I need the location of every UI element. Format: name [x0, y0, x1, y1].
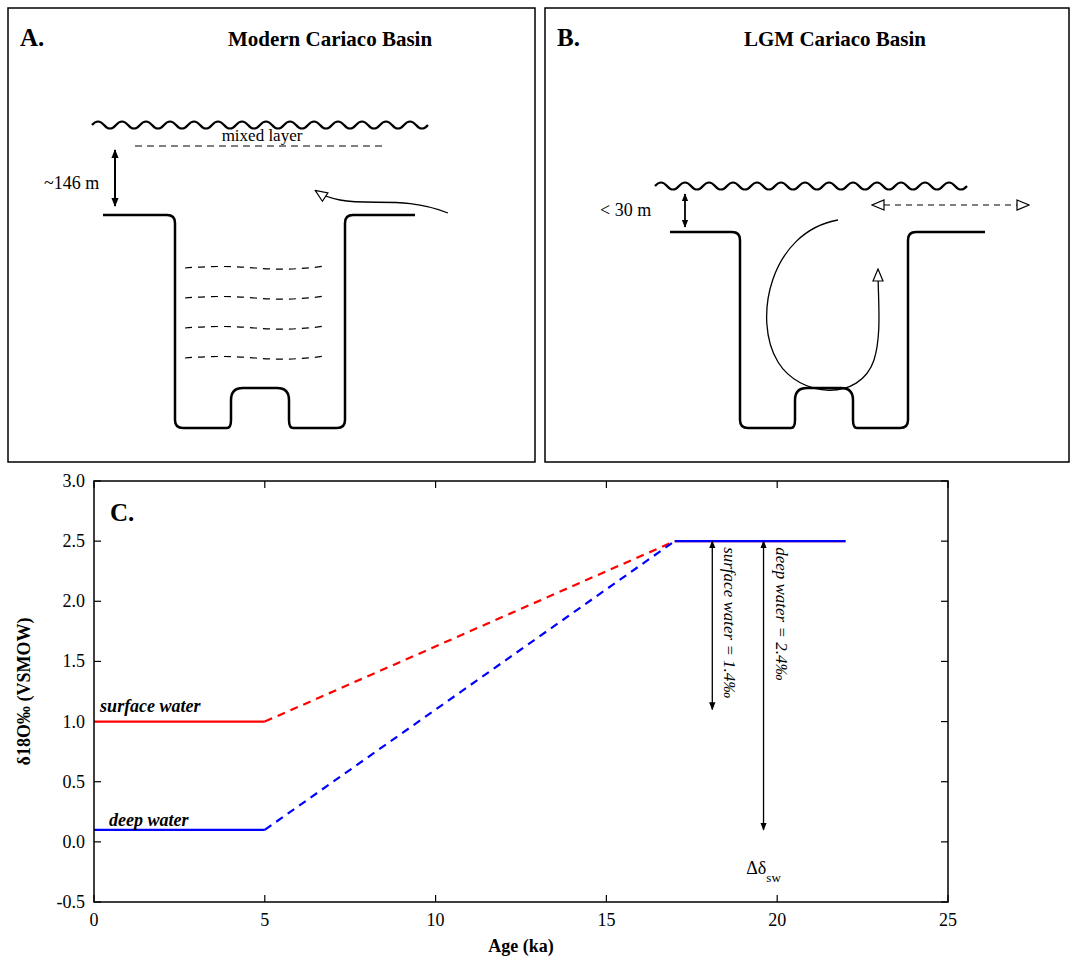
x-tick — [777, 481, 778, 488]
x-tick — [606, 895, 607, 902]
y-tick — [941, 661, 948, 662]
x-tick — [264, 895, 265, 902]
series-line — [265, 541, 675, 721]
y-tick-label: 0.0 — [63, 832, 86, 852]
x-tick-label: 25 — [939, 910, 957, 930]
exchange-arrow — [873, 204, 1028, 205]
x-tick — [435, 895, 436, 902]
y-tick-label: 3.0 — [63, 471, 86, 491]
overturning-arrow — [767, 220, 879, 390]
x-tick — [777, 895, 778, 902]
series-label: deep water — [109, 810, 189, 830]
y-tick-label: 1.0 — [63, 712, 86, 732]
delta-symbol: Δδ — [746, 858, 766, 878]
y-tick-label: 2.5 — [63, 531, 86, 551]
panel-frame — [545, 8, 1069, 462]
y-tick-label: -0.5 — [57, 892, 86, 912]
y-tick — [941, 601, 948, 602]
panel-a: A. Modern Cariaco Basin mixed layer ~146 m — [8, 8, 535, 462]
series-line — [675, 540, 846, 542]
series-line — [94, 720, 265, 722]
difference-label: deep water = 2.4‰ — [772, 547, 791, 680]
x-tick-label: 5 — [260, 910, 269, 930]
series-group — [94, 541, 846, 830]
y-tick — [94, 841, 101, 842]
stratification-line — [185, 356, 325, 359]
panel-title: Modern Cariaco Basin — [228, 27, 432, 51]
difference-arrow — [712, 541, 713, 709]
panel-letter: B. — [557, 24, 580, 51]
panel-c: 0 5 10 15 20 25 -0.5 0.0 0.5 1.0 1.5 2.0 2.5 3.0 Age (… — [14, 471, 957, 957]
y-tick — [94, 661, 101, 662]
series-line — [675, 540, 846, 542]
y-tick — [941, 781, 948, 782]
y-tick-label: 1.5 — [63, 651, 86, 671]
basin-outline — [103, 215, 415, 428]
x-tick-label: 20 — [768, 910, 786, 930]
difference-arrow — [763, 541, 764, 830]
plot-frame — [94, 481, 948, 902]
depth-label: ~146 m — [44, 173, 99, 193]
figure: A. Modern Cariaco Basin mixed layer ~146 m B… — [0, 0, 1077, 961]
series-line — [265, 541, 675, 830]
x-tick — [435, 481, 436, 488]
y-tick-label: 2.0 — [63, 591, 86, 611]
y-tick — [941, 841, 948, 842]
depth-arrow — [684, 194, 686, 227]
y-tick — [941, 541, 948, 542]
depth-label: < 30 m — [600, 200, 651, 220]
delta-label: Δδsw — [746, 858, 781, 885]
delta-subscript: sw — [766, 870, 781, 885]
stratification-line — [185, 266, 325, 269]
panel-letter: C. — [110, 499, 134, 526]
depth-arrow — [114, 150, 116, 206]
panel-b: B. LGM Cariaco Basin < 30 m — [545, 8, 1069, 462]
stratification-line — [185, 326, 325, 329]
y-tick-label: 0.5 — [63, 772, 86, 792]
y-tick — [94, 601, 101, 602]
mixed-layer-line — [135, 145, 385, 146]
series-label: surface water — [99, 696, 201, 716]
x-tick-label: 15 — [597, 910, 615, 930]
stratification-line — [185, 296, 325, 299]
difference-label: surface water = 1.4‰ — [720, 547, 739, 698]
y-tick — [94, 541, 101, 542]
panel-frame — [8, 8, 535, 462]
y-tick — [941, 721, 948, 722]
x-tick — [606, 481, 607, 488]
x-tick-label: 10 — [427, 910, 445, 930]
y-tick — [94, 781, 101, 782]
x-tick-label: 0 — [90, 910, 99, 930]
basin-outline — [670, 232, 985, 428]
panel-letter: A. — [20, 24, 44, 51]
y-axis-title: δ18O‰ (VSMOW) — [14, 618, 35, 766]
x-tick — [264, 481, 265, 488]
inflow-arrow — [316, 191, 448, 213]
x-axis-title: Age (ka) — [488, 936, 554, 957]
panel-title: LGM Cariaco Basin — [744, 27, 926, 51]
sea-surface — [655, 183, 967, 190]
mixed-layer-label: mixed layer — [222, 126, 303, 145]
